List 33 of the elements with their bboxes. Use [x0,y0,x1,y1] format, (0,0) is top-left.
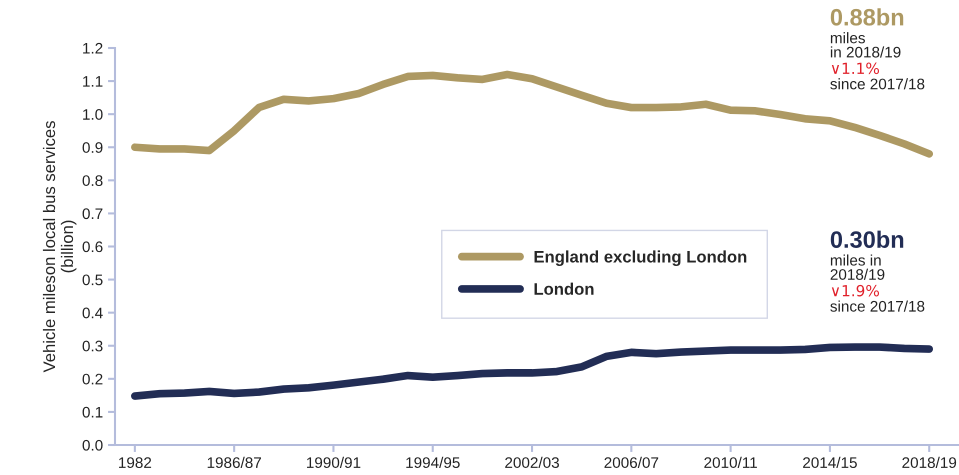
x-tick-label: 2010/11 [704,456,757,468]
x-tick-label: 1986/87 [208,456,261,468]
y-tick-label: 0.2 [82,374,102,385]
annotation: since 2017/18 [830,300,924,312]
y-tick-label: 0.8 [82,175,103,186]
y-tick-label: 0.5 [82,274,103,286]
annotation: ∨1.1% [832,62,880,74]
annotation: 0.30bn [830,230,904,248]
y-axis-title: Vehicle mileson local bus services (billion) [42,121,76,372]
y-tick-label: 0.6 [82,241,103,252]
y-tick-label: 0.3 [82,340,103,352]
x-tick-label: 2002/03 [505,456,559,468]
x-tick-label: 2014/15 [803,456,857,468]
y-tick-label: 0.7 [82,208,102,220]
legend-label: London [534,282,594,295]
text: 0.88bn [830,8,904,26]
x-tick-label: 2018/19 [902,456,956,468]
annotation: since 2017/18 [830,78,924,90]
x-tick-label: 1994/95 [406,456,460,468]
legend-label: England excluding London [534,250,746,266]
annotation: miles in 2018/19 [830,32,901,58]
x-tick-label: 1990/91 [307,456,360,468]
y-tick-label: 1.2 [83,42,102,54]
y-tick-label: 0.9 [82,142,102,153]
y-tick-label: 0.4 [82,308,103,318]
x-tick-label: 1982 [119,457,152,468]
annotation: miles in 2018/19 [830,254,884,280]
x-tick-label: 2006/07 [604,456,658,468]
y-tick-label: 1.1 [83,76,102,87]
y-tick-label: 0.1 [82,406,102,418]
y-tick-label: 1.0 [83,109,103,120]
y-tick-label: 0.0 [82,440,103,451]
annotation: ∨1.9% [832,284,880,296]
